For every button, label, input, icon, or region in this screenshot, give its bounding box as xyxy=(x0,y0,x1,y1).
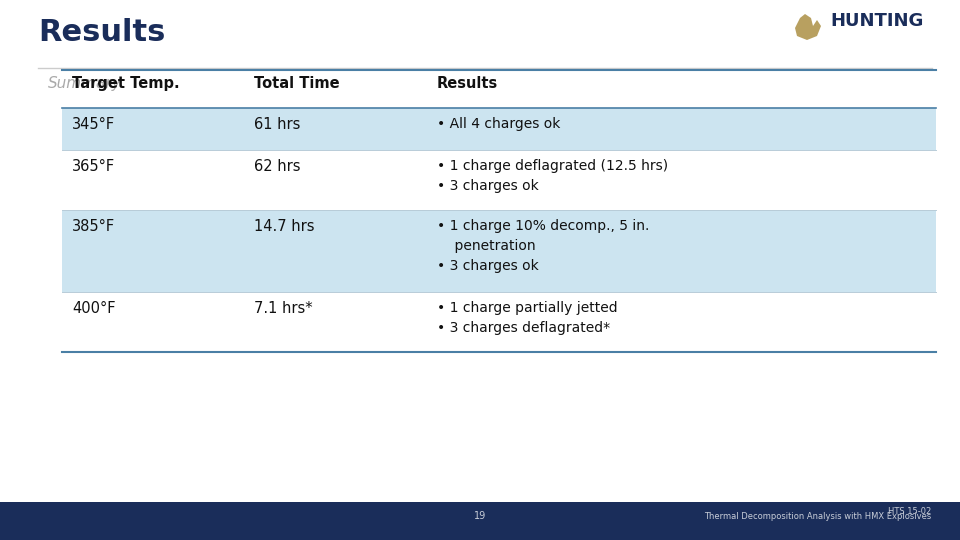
Text: HUNTING: HUNTING xyxy=(830,12,924,30)
Text: 62 hrs: 62 hrs xyxy=(254,159,300,174)
Text: Results: Results xyxy=(38,18,165,47)
Text: • 1 charge 10% decomp., 5 in.
    penetration
• 3 charges ok: • 1 charge 10% decomp., 5 in. penetratio… xyxy=(437,219,649,273)
Text: • 1 charge partially jetted
• 3 charges deflagrated*: • 1 charge partially jetted • 3 charges … xyxy=(437,301,617,335)
Text: • 1 charge deflagrated (12.5 hrs)
• 3 charges ok: • 1 charge deflagrated (12.5 hrs) • 3 ch… xyxy=(437,159,668,193)
Text: 345°F: 345°F xyxy=(72,117,115,132)
Text: • All 4 charges ok: • All 4 charges ok xyxy=(437,117,561,131)
Text: 61 hrs: 61 hrs xyxy=(254,117,300,132)
Text: Thermal Decomposition Analysis with HMX Explosives: Thermal Decomposition Analysis with HMX … xyxy=(704,512,931,521)
Text: 365°F: 365°F xyxy=(72,159,115,174)
FancyBboxPatch shape xyxy=(62,210,936,292)
FancyBboxPatch shape xyxy=(62,108,936,150)
Text: 385°F: 385°F xyxy=(72,219,115,234)
Text: Total Time: Total Time xyxy=(254,76,340,91)
Text: Summary: Summary xyxy=(48,76,122,91)
Text: 19: 19 xyxy=(474,511,486,522)
Text: 400°F: 400°F xyxy=(72,301,115,316)
Text: 7.1 hrs*: 7.1 hrs* xyxy=(254,301,313,316)
Text: HTS 15-02: HTS 15-02 xyxy=(888,507,931,516)
Text: Target Temp.: Target Temp. xyxy=(72,76,180,91)
FancyBboxPatch shape xyxy=(0,502,960,540)
Text: 14.7 hrs: 14.7 hrs xyxy=(254,219,315,234)
Text: Results: Results xyxy=(437,76,498,91)
Polygon shape xyxy=(795,14,821,40)
